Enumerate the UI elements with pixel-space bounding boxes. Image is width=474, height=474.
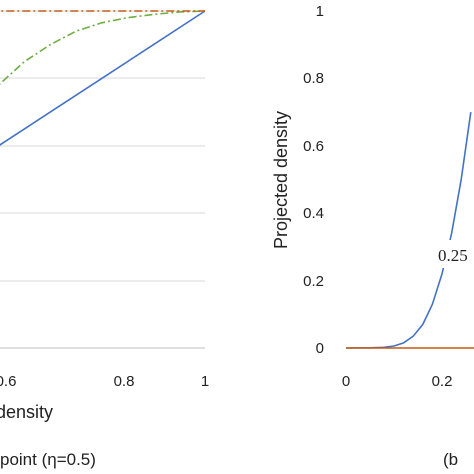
right-series-group bbox=[345, 111, 474, 349]
right-y-tick: 0.6 bbox=[303, 138, 324, 155]
right-caption: (b bbox=[443, 450, 458, 469]
curve-annotation: 0.25 bbox=[438, 246, 468, 265]
right-y-tick: 0.8 bbox=[303, 70, 324, 87]
right-y-tick: 0.2 bbox=[303, 273, 324, 290]
left-x-tick: 0.6 bbox=[0, 373, 16, 390]
right-y-tick: 1 bbox=[316, 3, 324, 20]
right-x-tick: 0 bbox=[342, 373, 350, 390]
right-y-tick: 0.4 bbox=[303, 205, 324, 222]
right-x-tick: 0.2 bbox=[432, 373, 453, 390]
left-series-line-2 bbox=[0, 10, 206, 85]
left-x-axis-label: density bbox=[0, 402, 53, 422]
annotation-box bbox=[434, 240, 474, 268]
left-series-group bbox=[0, 10, 206, 146]
right-panel: 0 0.2 0.4 0.6 0.8 1 Projected density 0.… bbox=[271, 3, 474, 469]
left-x-tick: 0.8 bbox=[114, 373, 135, 390]
left-caption: point (η=0.5) bbox=[0, 450, 96, 469]
right-series-line-1 bbox=[345, 111, 472, 349]
left-panel: 0.6 0.8 1 density point (η=0.5) bbox=[0, 10, 209, 469]
left-gridlines bbox=[0, 10, 205, 282]
left-x-tick: 1 bbox=[201, 373, 209, 390]
right-y-axis-label: Projected density bbox=[271, 111, 291, 249]
right-y-tick: 0 bbox=[316, 340, 324, 357]
left-series-line-1 bbox=[0, 10, 206, 146]
